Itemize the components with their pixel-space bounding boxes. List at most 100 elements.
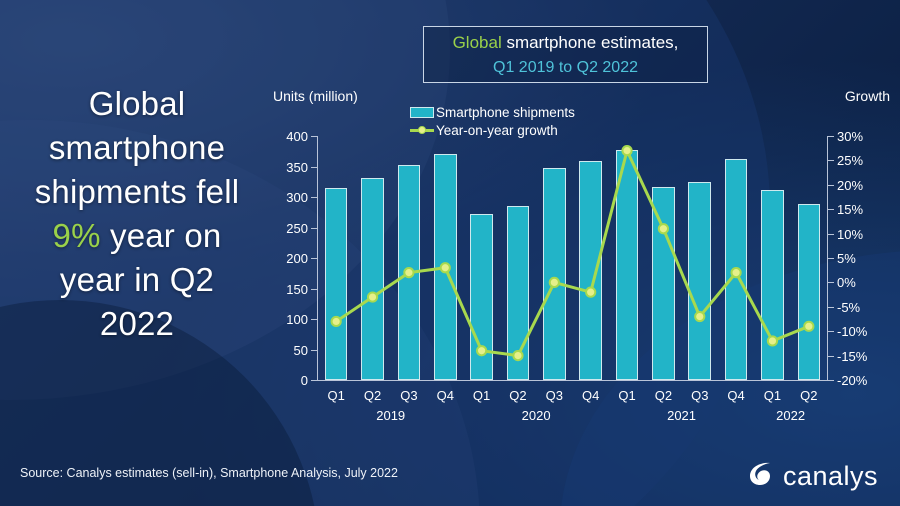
growth-marker xyxy=(366,291,379,303)
growth-marker xyxy=(766,335,779,347)
bottom-axis-line xyxy=(317,380,828,381)
headline-line-3: shipments fell xyxy=(34,173,240,210)
bar xyxy=(324,187,348,380)
left-axis-tick xyxy=(311,380,317,381)
growth-marker xyxy=(476,345,488,357)
x-axis-quarter-label: Q2 xyxy=(509,388,527,403)
growth-polyline xyxy=(334,149,811,358)
chart: Units (million) Growth Smartphone shipme… xyxy=(265,88,890,438)
left-axis-tick-label: 200 xyxy=(286,251,308,266)
bar xyxy=(652,187,675,380)
x-axis-year-label: 2020 xyxy=(521,408,551,423)
left-axis-tick xyxy=(311,258,317,259)
x-axis-labels: Q1 Q2 Q3 Q4 Q1 Q2 Q3 Q4 Q1 Q2 Q3 Q4 Q1 Q2 2019 2020 2021… xyxy=(318,388,827,434)
legend-item-growth: Year-on-year growth xyxy=(410,121,575,139)
growth-marker xyxy=(403,267,415,279)
headline-line-4-rest: year on xyxy=(100,217,222,254)
chart-legend: Smartphone shipments Year-on-year growth xyxy=(410,103,575,139)
legend-label-growth: Year-on-year growth xyxy=(436,122,558,138)
x-axis-quarter-label: Q1 xyxy=(618,388,636,403)
left-axis-tick-label: 0 xyxy=(300,373,308,388)
right-axis-tick xyxy=(828,209,834,211)
chart-title-accent: Global xyxy=(452,32,502,52)
right-axis-title: Growth xyxy=(844,88,890,104)
x-axis-quarter-label: Q3 xyxy=(545,388,563,403)
right-axis-tick xyxy=(828,160,834,162)
x-axis-quarter-label: Q2 xyxy=(800,388,818,403)
headline-line-2: smartphone xyxy=(48,129,226,166)
canalys-logo: canalys xyxy=(746,458,878,493)
left-axis-tick xyxy=(311,227,317,229)
growth-marker xyxy=(548,276,560,288)
headline: Global smartphone shipments fell 9% year… xyxy=(12,82,262,346)
right-axis-tick-label: 10% xyxy=(837,226,864,242)
right-axis-tick xyxy=(828,258,834,259)
right-axis-tick xyxy=(828,184,834,186)
legend-bar-swatch-icon xyxy=(410,106,434,118)
x-axis-quarter-label: Q1 xyxy=(327,388,345,403)
source-note: Source: Canalys estimates (sell-in), Sma… xyxy=(20,466,398,480)
growth-marker xyxy=(330,315,342,328)
left-axis-tick xyxy=(311,166,317,168)
headline-line-1: Global xyxy=(88,85,186,122)
right-axis-tick xyxy=(828,282,834,284)
canalys-wordmark: canalys xyxy=(782,460,878,491)
right-axis-tick-label: -15% xyxy=(837,348,868,364)
headline-line-5: year in Q2 xyxy=(59,261,215,298)
left-axis-tick xyxy=(311,349,317,351)
bar xyxy=(361,178,384,380)
legend-line-swatch-icon xyxy=(410,125,434,136)
right-axis-tick xyxy=(828,331,834,333)
x-axis-quarter-label: Q3 xyxy=(400,388,418,403)
left-axis-title: Units (million) xyxy=(273,88,358,104)
right-axis-tick-label: 0% xyxy=(837,275,856,291)
x-axis-quarter-label: Q4 xyxy=(436,388,454,403)
headline-highlight: 9% xyxy=(52,217,101,254)
footer: Source: Canalys estimates (sell-in), Sma… xyxy=(0,454,900,506)
headline-line-6: 2022 xyxy=(99,305,175,342)
right-axis-tick-label: 20% xyxy=(837,177,864,193)
right-axis-tick-label: 5% xyxy=(837,251,856,266)
growth-marker xyxy=(657,223,669,235)
x-axis-year-label: 2021 xyxy=(667,408,697,423)
left-axis-tick-label: 300 xyxy=(286,190,308,205)
left-axis-line xyxy=(317,136,318,380)
chart-title-line-1: Global smartphone estimates, xyxy=(453,30,679,55)
bar xyxy=(688,181,711,380)
right-axis-line xyxy=(827,136,828,380)
left-axis-tick xyxy=(311,288,317,290)
left-axis-tick-label: 150 xyxy=(286,281,308,297)
left-axis-tick xyxy=(311,319,317,320)
growth-marker xyxy=(694,310,706,323)
chart-title-rest: smartphone estimates, xyxy=(501,32,679,52)
right-axis-tick-label: 15% xyxy=(837,202,864,218)
right-axis-tick xyxy=(828,136,834,137)
right-axis-tick xyxy=(828,355,834,357)
legend-item-shipments: Smartphone shipments xyxy=(410,103,575,121)
left-axis-tick-label: 350 xyxy=(286,159,308,175)
x-axis-quarter-label: Q3 xyxy=(691,388,709,403)
left-axis-tick-label: 100 xyxy=(286,312,308,327)
x-axis-quarter-label: Q4 xyxy=(727,388,745,403)
left-axis-tick-label: 400 xyxy=(286,129,308,144)
growth-marker xyxy=(730,267,742,279)
headline-line-4: 9% year on xyxy=(12,214,262,258)
x-axis-year-label: 2019 xyxy=(376,408,406,423)
x-axis-quarter-label: Q4 xyxy=(582,388,600,403)
right-axis-tick xyxy=(828,306,834,308)
x-axis-quarter-label: Q2 xyxy=(363,388,382,403)
left-axis-tick xyxy=(311,197,317,198)
legend-label-shipments: Smartphone shipments xyxy=(436,104,575,120)
right-axis-tick xyxy=(828,380,834,381)
right-axis-tick-label: 30% xyxy=(837,129,864,144)
growth-marker xyxy=(512,350,524,362)
growth-marker xyxy=(439,262,451,274)
chart-title-box: Global smartphone estimates, Q1 2019 to … xyxy=(423,26,708,83)
left-axis-tick-label: 250 xyxy=(286,220,308,236)
canalys-mark-icon xyxy=(746,458,776,493)
right-axis-tick-label: -5% xyxy=(837,299,861,315)
growth-marker xyxy=(621,145,633,157)
x-axis-year-label: 2022 xyxy=(776,408,806,423)
bar xyxy=(797,204,821,380)
